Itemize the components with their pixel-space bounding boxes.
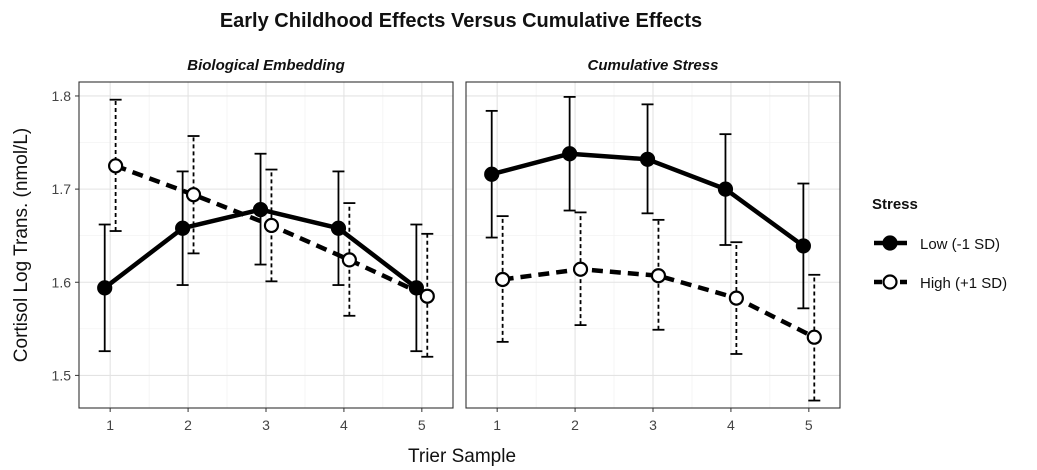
data-point [495,271,511,288]
y-tick-label: 1.6 [52,274,72,290]
legend-key-marker-low [882,235,898,251]
error-bar [421,232,434,358]
x-tick-label: 3 [262,417,270,433]
facet-panels: Biological Embedding 1 2 3 4 5 1.5 1.6 1.7 1.8 Cum… [52,57,841,433]
y-tick-label: 1.7 [52,181,72,197]
x-axis-title: Trier Sample [408,446,516,467]
data-point [185,187,202,203]
series-low [97,152,424,353]
x-tick-label: 4 [340,417,348,433]
data-point [795,238,811,254]
x-tick-label: 5 [805,417,813,433]
data-point [572,261,589,277]
data-point [419,288,435,304]
x-tick-label: 3 [649,417,657,433]
facet-panel-1: Biological Embedding 1 2 3 4 5 1.5 1.6 1.7 1.8 [52,57,454,433]
legend-label-high: High (+1 SD) [920,275,1007,292]
y-tick-label: 1.8 [52,88,72,104]
x-tick-label: 2 [571,417,579,433]
data-point [728,290,744,306]
series-high [495,211,822,402]
data-point [650,268,667,284]
facet-panel-2: Cumulative Stress 1 2 3 4 5 [465,57,841,433]
data-point [330,220,347,236]
series-high [108,98,435,358]
legend-entry-low: Low (-1 SD) [874,235,1000,253]
error-bar [730,241,743,355]
legend: Stress Low (-1 SD) High (+1 SD) [872,196,1007,292]
data-point [717,181,734,197]
x-tick-label: 5 [418,417,426,433]
x-tick-label: 1 [106,417,114,433]
chart-title: Early Childhood Effects Versus Cumulativ… [220,10,702,32]
error-bar [652,218,665,331]
legend-key-marker-high [882,274,898,290]
error-bar [808,273,821,402]
facet-title: Cumulative Stress [588,57,719,74]
y-tick-label: 1.5 [52,367,72,383]
x-tick-label: 2 [184,417,192,433]
data-point [562,146,578,162]
data-point [639,151,656,167]
x-tick-label: 4 [727,417,735,433]
data-point [97,280,113,296]
data-point [806,329,822,345]
data-point [175,220,191,236]
facet-title: Biological Embedding [187,57,345,74]
data-point [108,158,124,174]
y-axis-title: Cortisol Log Trans. (nmol/L) [11,128,32,362]
legend-label-low: Low (-1 SD) [920,236,1000,253]
series-low [484,96,811,310]
legend-entry-high: High (+1 SD) [874,274,1007,292]
x-tick-label: 1 [493,417,501,433]
data-point [341,252,357,268]
data-point [252,202,269,218]
error-bar [265,168,278,283]
data-point [263,217,280,234]
data-point [484,166,500,182]
legend-title: Stress [872,196,918,213]
error-bar [496,215,509,343]
